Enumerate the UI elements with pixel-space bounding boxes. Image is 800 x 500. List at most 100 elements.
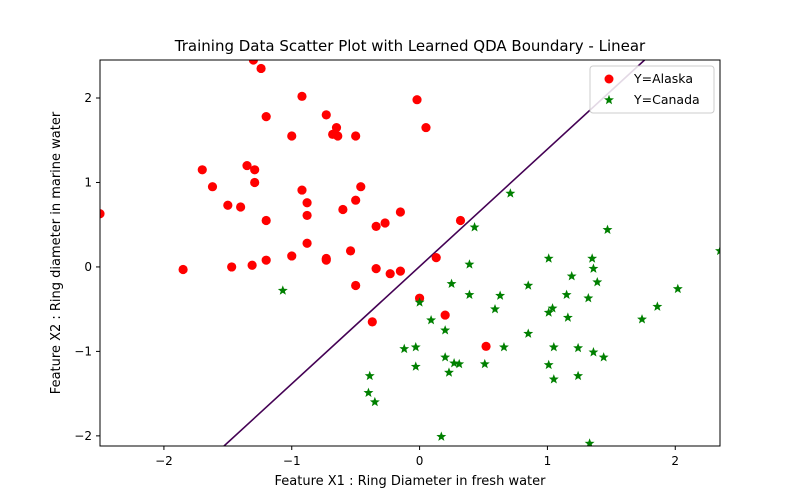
alaska-point	[236, 202, 246, 212]
canada-point	[561, 289, 572, 300]
canada-point	[446, 278, 457, 289]
canada-point	[583, 292, 594, 303]
alaska-point	[100, 209, 105, 219]
canada-point	[454, 358, 465, 369]
canada-point	[436, 431, 447, 441]
alaska-point	[371, 221, 381, 231]
alaska-point	[261, 215, 271, 226]
alaska-point	[351, 195, 361, 205]
y-tick-label: 0	[84, 260, 92, 274]
canada-point	[444, 367, 454, 377]
canada-point	[410, 361, 421, 371]
canada-point	[715, 245, 720, 256]
alaska-point	[250, 165, 260, 175]
axes-frame	[99, 59, 721, 447]
canada-point	[672, 283, 683, 294]
y-tick-label: 1	[84, 175, 92, 189]
canada-point	[652, 301, 663, 311]
canada-point	[410, 341, 421, 352]
alaska-point	[287, 131, 297, 141]
canada-point	[426, 314, 437, 325]
alaska-point	[356, 182, 366, 192]
canada-point	[440, 352, 451, 362]
canada-point	[562, 312, 573, 322]
series-1	[277, 188, 720, 446]
x-tick-label: 2	[671, 454, 679, 468]
legend-canada-marker	[604, 94, 614, 105]
alaska-point	[178, 264, 188, 275]
alaska-point	[380, 218, 390, 228]
alaska-point	[371, 264, 381, 274]
alaska-point	[351, 280, 361, 291]
y-axis: −2 −1 0 1 2	[74, 91, 100, 443]
alaska-point	[250, 177, 260, 188]
x-tick-label: 0	[416, 454, 424, 468]
alaska-point	[261, 255, 271, 265]
canada-point	[588, 263, 599, 273]
canada-point	[277, 285, 288, 295]
alaska-point	[321, 110, 331, 120]
canada-point	[440, 325, 451, 335]
canada-point	[598, 352, 609, 362]
alaska-point	[351, 131, 361, 141]
canada-point	[573, 370, 584, 381]
alaska-point	[338, 204, 348, 215]
x-tick-label: −1	[283, 454, 301, 468]
legend-canada-label: Y=Canada	[633, 92, 700, 107]
alaska-point	[412, 95, 422, 105]
canada-point	[543, 359, 554, 370]
alaska-point	[333, 131, 343, 141]
alaska-point	[367, 317, 377, 327]
canada-point	[364, 370, 375, 381]
alaska-point	[207, 182, 218, 192]
alaska-point	[302, 238, 312, 248]
alaska-point	[421, 122, 431, 133]
canada-point	[399, 343, 410, 354]
alaska-point	[247, 260, 257, 270]
canada-point	[369, 396, 380, 407]
alaska-point	[395, 266, 406, 276]
x-axis: −2 −1 0 1 2	[155, 446, 679, 468]
canada-point	[637, 314, 647, 324]
canada-point	[464, 259, 475, 269]
alaska-point	[440, 310, 450, 320]
legend-alaska-label: Y=Alaska	[633, 71, 693, 86]
alaska-point	[431, 253, 441, 263]
y-axis-label: Feature X2 : Ring diameter in marine wat…	[49, 111, 64, 394]
alaska-point	[385, 269, 395, 279]
legend-frame	[589, 65, 715, 114]
alaska-point	[227, 262, 237, 272]
alaska-point	[261, 111, 271, 122]
canada-point	[584, 438, 595, 446]
alaska-point	[331, 122, 342, 133]
alaska-point	[197, 165, 207, 175]
canada-point	[602, 224, 613, 234]
alaska-point	[395, 207, 406, 217]
alaska-point	[242, 160, 252, 171]
qda-boundary-line	[223, 60, 646, 446]
canada-point	[548, 341, 559, 352]
canada-point	[469, 222, 480, 232]
canada-point	[505, 188, 516, 198]
alaska-point	[321, 255, 331, 265]
alaska-point	[223, 200, 233, 210]
canada-point	[573, 342, 584, 353]
canada-point	[547, 303, 558, 313]
alaska-point	[481, 341, 491, 351]
plot-area	[100, 60, 720, 446]
y-tick-label: −2	[74, 429, 92, 443]
canada-point	[523, 328, 534, 338]
y-tick-label: −1	[74, 344, 92, 358]
alaska-point	[297, 185, 307, 195]
series-0	[100, 60, 491, 351]
alaska-point	[287, 251, 297, 261]
legend: Y=Alaska Y=Canada	[589, 65, 715, 114]
canada-point	[588, 347, 599, 357]
canada-point	[592, 276, 603, 287]
alaska-point	[297, 91, 307, 101]
canada-point	[479, 358, 490, 369]
chart-title: Training Data Scatter Plot with Learned …	[174, 37, 646, 55]
canada-point	[495, 290, 506, 300]
alaska-point	[302, 198, 312, 208]
